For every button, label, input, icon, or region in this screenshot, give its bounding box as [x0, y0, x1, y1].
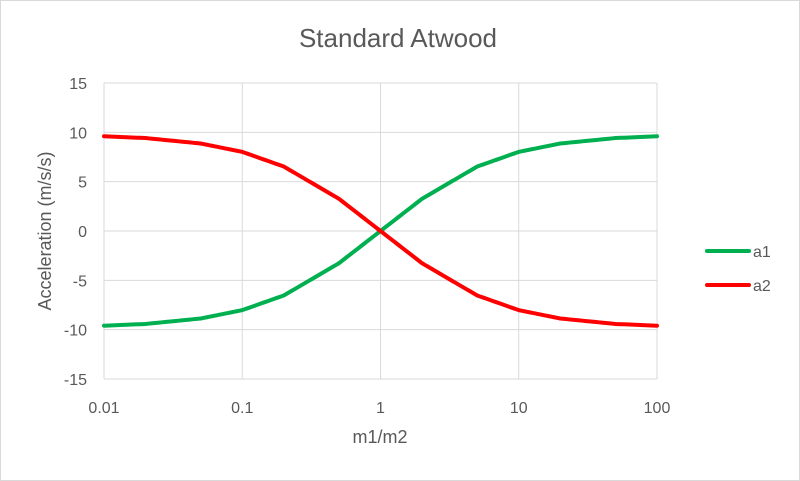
y-tick-label: 15: [69, 76, 87, 93]
legend-label-a2: a2: [753, 278, 771, 295]
x-tick-label: 10: [510, 400, 528, 417]
y-tick-label: -15: [64, 372, 87, 389]
y-tick-label: 5: [78, 175, 87, 192]
chart-title: Standard Atwood: [299, 23, 497, 53]
x-axis-title: m1/m2: [352, 427, 407, 447]
x-tick-label: 1: [376, 400, 385, 417]
y-axis-title: Acceleration (m/s/s): [35, 151, 55, 310]
series-line-a2: [102, 134, 659, 328]
y-tick-label: -5: [73, 273, 87, 290]
legend: a1 a2: [705, 244, 771, 295]
x-tick-label: 100: [644, 400, 671, 417]
legend-label-a1: a1: [753, 244, 771, 261]
x-tick-label: 0.1: [231, 400, 253, 417]
y-tick-label: 10: [69, 125, 87, 142]
y-tick-label: 0: [78, 224, 87, 241]
y-tick-label: -10: [64, 323, 87, 340]
x-tick-label: 0.01: [88, 400, 119, 417]
